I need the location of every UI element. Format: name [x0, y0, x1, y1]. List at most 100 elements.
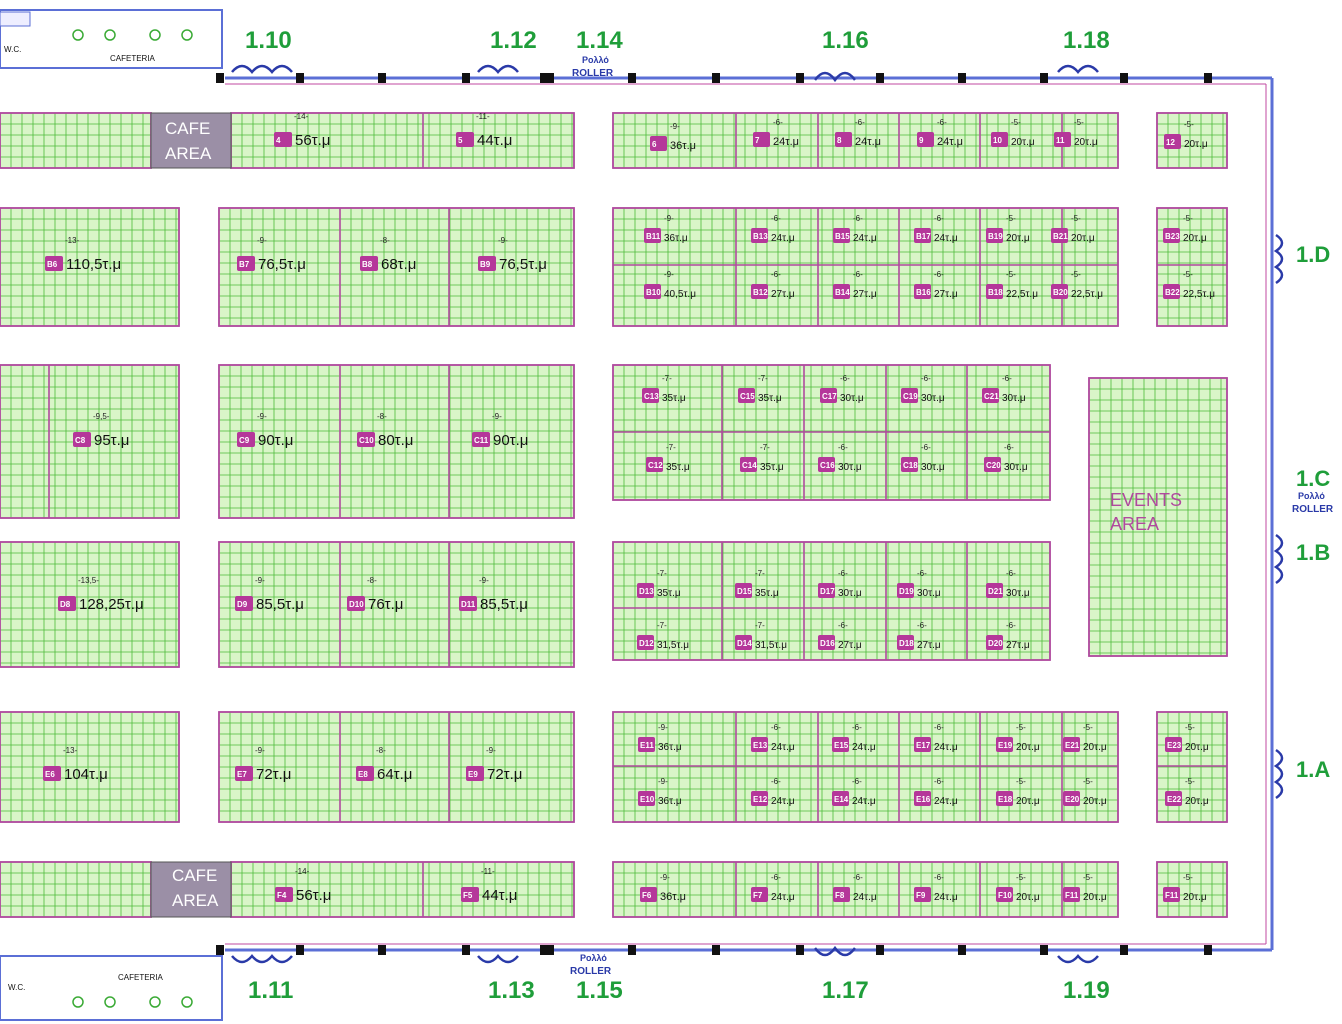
booth-9[interactable]: 9 24τ.μ -6- [917, 118, 963, 148]
booth-6[interactable]: 6 36τ.μ -9- [650, 122, 696, 152]
booth-b21[interactable]: B21 20τ.μ -5- [1051, 214, 1095, 244]
booth-d14[interactable]: D14 31,5τ.μ -7- [735, 621, 787, 651]
booth-width-dimension: -6- [853, 214, 863, 223]
booth-b23[interactable]: B23 20τ.μ -5- [1163, 214, 1207, 244]
booth-width-dimension: -6- [934, 777, 944, 786]
booth-e11[interactable]: E11 36τ.μ -9- [638, 723, 682, 753]
booth-11[interactable]: 11 20τ.μ -5- [1054, 118, 1098, 148]
booth-c10[interactable]: C10 80τ.μ -8- [357, 412, 413, 449]
booth-5[interactable]: 5 44τ.μ -11- [456, 112, 512, 149]
booth-e20[interactable]: E20 20τ.μ -5- [1063, 777, 1107, 807]
booth-e6[interactable]: E6 104τ.μ -13- [43, 746, 108, 783]
booth-e23[interactable]: E23 20τ.μ -5- [1165, 723, 1209, 753]
booth-f5[interactable]: F5 44τ.μ -11- [461, 867, 517, 904]
booth-d8[interactable]: D8 128,25τ.μ -13,5- [58, 576, 144, 613]
booth-width-dimension: -6- [838, 621, 848, 630]
booth-e7[interactable]: E7 72τ.μ -9- [235, 746, 291, 783]
booth-12[interactable]: 12 20τ.μ -5- [1164, 120, 1208, 150]
booth-e21[interactable]: E21 20τ.μ -5- [1063, 723, 1107, 753]
booth-id: F4 [277, 891, 287, 900]
booth-e16[interactable]: E16 24τ.μ -6- [914, 777, 958, 807]
booth-e8[interactable]: E8 64τ.μ -8- [356, 746, 412, 783]
booth-e19[interactable]: E19 20τ.μ -5- [996, 723, 1040, 753]
booth-e15[interactable]: E15 24τ.μ -6- [832, 723, 876, 753]
booth-b12[interactable]: B12 27τ.μ -6- [751, 270, 795, 300]
booth-d20[interactable]: D20 27τ.μ -6- [986, 621, 1030, 651]
booth-b19[interactable]: B19 20τ.μ -5- [986, 214, 1030, 244]
booth-badge [996, 737, 1013, 752]
booth-b13[interactable]: B13 24τ.μ -6- [751, 214, 795, 244]
booth-f6[interactable]: F6 36τ.μ -9- [640, 873, 686, 903]
booth-e18[interactable]: E18 20τ.μ -5- [996, 777, 1040, 807]
booth-f10[interactable]: F10 20τ.μ -5- [996, 873, 1040, 903]
booth-b14[interactable]: B14 27τ.μ -6- [833, 270, 877, 300]
booth-b9[interactable]: B9 76,5τ.μ -9- [478, 236, 547, 273]
booth-e10[interactable]: E10 36τ.μ -9- [638, 777, 682, 807]
booth-f11b[interactable]: F11 20τ.μ -5- [1163, 873, 1207, 903]
booth-4[interactable]: 4 56τ.μ -14- [274, 112, 330, 149]
booth-b8[interactable]: B8 68τ.μ -8- [360, 236, 416, 273]
booth-d21[interactable]: D21 30τ.μ -6- [986, 569, 1030, 599]
booth-c17[interactable]: C17 30τ.μ -6- [820, 374, 864, 404]
booth-c15[interactable]: C15 35τ.μ -7- [738, 374, 782, 404]
booth-b6[interactable]: B6 110,5τ.μ -13- [45, 236, 121, 273]
booth-area: 31,5τ.μ [657, 640, 689, 651]
booth-width-dimension: -9- [486, 746, 496, 755]
block-b-right [612, 207, 1119, 327]
booth-8[interactable]: 8 24τ.μ -6- [835, 118, 881, 148]
booth-b15[interactable]: B15 24τ.μ -6- [833, 214, 877, 244]
booth-area: 20τ.μ [1016, 892, 1040, 903]
booth-c12[interactable]: C12 35τ.μ -7- [646, 443, 690, 473]
booth-id: F7 [753, 891, 763, 900]
booth-b7[interactable]: B7 76,5τ.μ -9- [237, 236, 306, 273]
booth-c9[interactable]: C9 90τ.μ -9- [237, 412, 293, 449]
booth-c18[interactable]: C18 30τ.μ -6- [901, 443, 945, 473]
booth-d19[interactable]: D19 30τ.μ -6- [897, 569, 941, 599]
booth-e12[interactable]: E12 24τ.μ -6- [751, 777, 795, 807]
booth-id: B22 [1165, 288, 1180, 297]
booth-e17[interactable]: E17 24τ.μ -6- [914, 723, 958, 753]
booth-d18[interactable]: D18 27τ.μ -6- [897, 621, 941, 651]
booth-c8[interactable]: C8 95τ.μ -9,5- [73, 412, 129, 449]
booth-d11[interactable]: D11 85,5τ.μ -9- [459, 576, 528, 613]
booth-b22[interactable]: B22 22,5τ.μ -5- [1163, 270, 1215, 300]
booth-c19[interactable]: C19 30τ.μ -6- [901, 374, 945, 404]
booth-b10[interactable]: B10 40,5τ.μ -9- [644, 270, 696, 300]
booth-b17[interactable]: B17 24τ.μ -6- [914, 214, 958, 244]
booth-id: 10 [993, 136, 1002, 145]
booth-d9[interactable]: D9 85,5τ.μ -9- [235, 576, 304, 613]
booth-c11[interactable]: C11 90τ.μ -9- [472, 412, 528, 449]
booth-f7[interactable]: F7 24τ.μ -6- [751, 873, 795, 903]
booth-badge [1165, 737, 1182, 752]
booth-f11[interactable]: F11 20τ.μ -5- [1063, 873, 1107, 903]
booth-f4[interactable]: F4 56τ.μ -14- [275, 867, 331, 904]
booth-b18[interactable]: B18 22,5τ.μ -5- [986, 270, 1038, 300]
booth-f9[interactable]: F9 24τ.μ -6- [914, 873, 958, 903]
booth-d15[interactable]: D15 35τ.μ -7- [735, 569, 779, 599]
booth-b16[interactable]: B16 27τ.μ -6- [914, 270, 958, 300]
booth-badge [646, 457, 663, 472]
booth-c13[interactable]: C13 35τ.μ -7- [642, 374, 686, 404]
booth-b20[interactable]: B20 22,5τ.μ -5- [1051, 270, 1103, 300]
booth-d17[interactable]: D17 30τ.μ -6- [818, 569, 862, 599]
booth-d13[interactable]: D13 35τ.μ -7- [637, 569, 681, 599]
booth-badge [456, 132, 474, 147]
booth-badge [897, 635, 914, 650]
booth-c21[interactable]: C21 30τ.μ -6- [982, 374, 1026, 404]
booth-c20[interactable]: C20 30τ.μ -6- [984, 443, 1028, 473]
booth-e13[interactable]: E13 24τ.μ -6- [751, 723, 795, 753]
booth-e9[interactable]: E9 72τ.μ -9- [466, 746, 522, 783]
booth-c16[interactable]: C16 30τ.μ -6- [818, 443, 862, 473]
booth-e22[interactable]: E22 20τ.μ -5- [1165, 777, 1209, 807]
booth-d12[interactable]: D12 31,5τ.μ -7- [637, 621, 689, 651]
booth-id: 8 [837, 136, 842, 145]
booth-width-dimension: -9- [492, 412, 502, 421]
booth-b11[interactable]: B11 36τ.μ -9- [644, 214, 688, 244]
booth-d10[interactable]: D10 76τ.μ -8- [347, 576, 403, 613]
booth-7[interactable]: 7 24τ.μ -6- [753, 118, 799, 148]
booth-f8[interactable]: F8 24τ.μ -6- [833, 873, 877, 903]
booth-c14[interactable]: C14 35τ.μ -7- [740, 443, 784, 473]
booth-10[interactable]: 10 20τ.μ -5- [991, 118, 1035, 148]
booth-d16[interactable]: D16 27τ.μ -6- [818, 621, 862, 651]
booth-e14[interactable]: E14 24τ.μ -6- [832, 777, 876, 807]
